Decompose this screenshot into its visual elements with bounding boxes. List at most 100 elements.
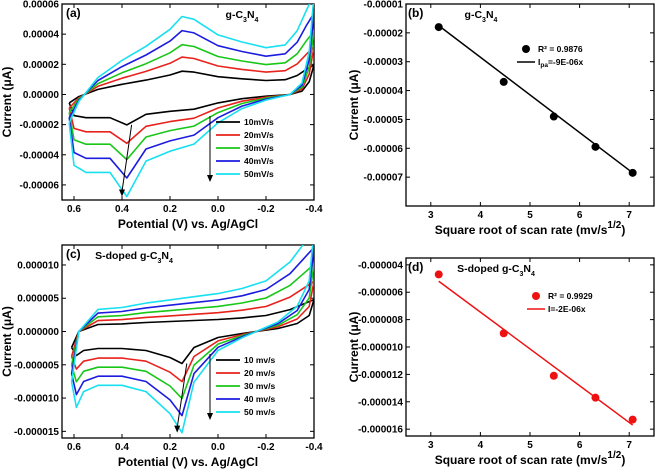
x-tick-label: 6 xyxy=(577,440,583,451)
x-tick-label: 5 xyxy=(527,440,533,451)
data-point-3 xyxy=(591,393,600,402)
legend-fit-rest: =-9E-06x xyxy=(548,57,583,67)
cv-curve-4 xyxy=(70,245,314,434)
legend-point-marker xyxy=(522,45,530,53)
x-axis-label-main: Potential (V) vs. Ag/AgCl xyxy=(118,217,258,231)
panel-2: 0.6 0.4 0.2 0.0 -0.2 -0.4 -0.000015 -0.000010 -0… xyxy=(0,244,323,469)
x-tick-label: 0.6 xyxy=(67,204,81,215)
y-axis-label: Current (μA) xyxy=(347,312,361,383)
x-axis-label-sup: 1/2 xyxy=(607,220,621,231)
data-point-0 xyxy=(434,270,443,279)
x-tick-label: 4 xyxy=(478,210,484,221)
y-tick-label: -0.000015 xyxy=(14,427,59,438)
y-tick-label: -0.00006 xyxy=(364,144,404,155)
y-tick-label: -0.00006 xyxy=(20,180,60,191)
y-axis-label: Current (μA) xyxy=(0,306,14,377)
legend-point-marker xyxy=(532,292,540,300)
cv-curve-4 xyxy=(68,4,314,198)
legend-fit-label: Ipa=-9E-06x xyxy=(538,57,583,69)
legend-label-1: 20 mv/s xyxy=(244,368,275,378)
data-point-0 xyxy=(434,23,443,32)
cv-curve-2 xyxy=(70,263,314,400)
cv-curve-1 xyxy=(68,46,314,145)
peak-shift-arrow xyxy=(176,363,188,428)
panel-0: 0.6 0.4 0.2 0.0 -0.2 -0.4 -0.00006 -0.00004 -0.0… xyxy=(0,0,323,231)
x-tick-label: 0.4 xyxy=(115,204,129,215)
y-tick-label: -0.000005 xyxy=(14,360,59,371)
x-tick-label: 0.0 xyxy=(211,442,225,453)
legend-label-1: 20mV/s xyxy=(244,130,274,140)
legend-fit-main: I=-2E-06x xyxy=(548,304,586,314)
panel-title: S-doped g-C3N4 xyxy=(457,263,535,278)
y-tick-label: -0.000010 xyxy=(358,343,403,354)
y-tick-label: -0.00007 xyxy=(364,173,404,184)
y-tick-label: 0.000010 xyxy=(17,260,59,271)
data-point-1 xyxy=(499,77,508,86)
cv-curve-0 xyxy=(70,298,314,365)
data-point-2 xyxy=(549,112,558,121)
x-axis-label-close: ) xyxy=(621,223,625,237)
legend-label-2: 30mV/s xyxy=(244,143,274,153)
y-tick-label: -0.000010 xyxy=(14,394,59,405)
fit-line xyxy=(438,25,634,174)
panel-1: 3 4 5 6 7 -0.00007 -0.00006 -0.00005 -0.00004 -0.… xyxy=(347,0,655,237)
y-tick-label: -0.000016 xyxy=(358,425,403,436)
x-axis-label-main: Square root of scan rate (mv/s xyxy=(435,453,608,467)
x-tick-label: -0.4 xyxy=(305,442,323,453)
panel-label: (c) xyxy=(66,247,81,261)
peak-shift-arrowhead xyxy=(119,189,125,197)
panel-title: g-C3N4 xyxy=(226,9,259,24)
legend-fit-label: I=-2E-06x xyxy=(548,304,586,314)
legend-label-3: 40mV/s xyxy=(244,156,274,166)
y-tick-label: 0.00000 xyxy=(23,90,60,101)
peak-shift-arrowhead xyxy=(174,425,181,433)
y-tick-label: 0.00004 xyxy=(23,30,60,41)
legend-label-2: 30 mv/s xyxy=(244,381,275,391)
x-axis-label-main: Potential (V) vs. Ag/AgCl xyxy=(118,455,258,469)
x-tick-label: 4 xyxy=(478,440,484,451)
legend-label-4: 50 mv/s xyxy=(244,407,275,417)
data-point-1 xyxy=(499,329,508,338)
peak-shift-arrow xyxy=(121,124,133,192)
cv-curve-0 xyxy=(68,64,314,126)
y-tick-label: -0.00001 xyxy=(364,0,404,11)
y-tick-label: -0.000008 xyxy=(358,315,403,326)
y-tick-label: 0.000000 xyxy=(17,327,59,338)
x-tick-label: 0.0 xyxy=(211,204,225,215)
cv-curve-3 xyxy=(70,246,314,417)
y-tick-label: -0.00005 xyxy=(364,115,404,126)
legend-arrowhead xyxy=(207,175,213,182)
y-tick-label: 0.000005 xyxy=(17,294,59,305)
legend-label-4: 50mV/s xyxy=(244,169,274,179)
x-tick-label: 6 xyxy=(577,210,583,221)
y-tick-label: -0.000004 xyxy=(358,260,403,271)
x-tick-label: -0.4 xyxy=(305,204,323,215)
data-point-3 xyxy=(591,142,600,151)
x-axis-label-main: Square root of scan rate (mv/s xyxy=(435,223,608,237)
x-axis-label: Square root of scan rate (mv/s1/2) xyxy=(435,450,626,467)
y-tick-label: 0.00006 xyxy=(23,0,60,11)
x-axis-label-sup: 1/2 xyxy=(607,450,621,461)
x-tick-label: 7 xyxy=(626,210,632,221)
y-axis-label: Current (μA) xyxy=(0,67,14,138)
x-tick-label: 0.6 xyxy=(67,442,81,453)
panel-title: g-C3N4 xyxy=(465,9,498,24)
legend-label-0: 10 mv/s xyxy=(244,355,275,365)
x-tick-label: 7 xyxy=(626,440,632,451)
cv-curve-3 xyxy=(68,12,314,179)
plot-frame xyxy=(405,3,655,207)
plot-frame xyxy=(61,3,315,201)
panel-title: S-doped g-C3N4 xyxy=(95,250,173,265)
x-tick-label: 0.2 xyxy=(163,204,177,215)
x-axis-label: Square root of scan rate (mv/s1/2) xyxy=(435,220,626,237)
legend-label-0: 10mV/s xyxy=(244,117,274,127)
panel-label: (b) xyxy=(408,6,423,20)
panel-label: (a) xyxy=(66,6,81,20)
y-tick-label: -0.00002 xyxy=(364,28,404,39)
x-tick-label: -0.2 xyxy=(257,204,275,215)
y-tick-label: -0.00002 xyxy=(20,120,60,131)
x-axis-label-close: ) xyxy=(621,453,625,467)
x-tick-label: 5 xyxy=(527,210,533,221)
x-tick-label: 3 xyxy=(428,210,434,221)
